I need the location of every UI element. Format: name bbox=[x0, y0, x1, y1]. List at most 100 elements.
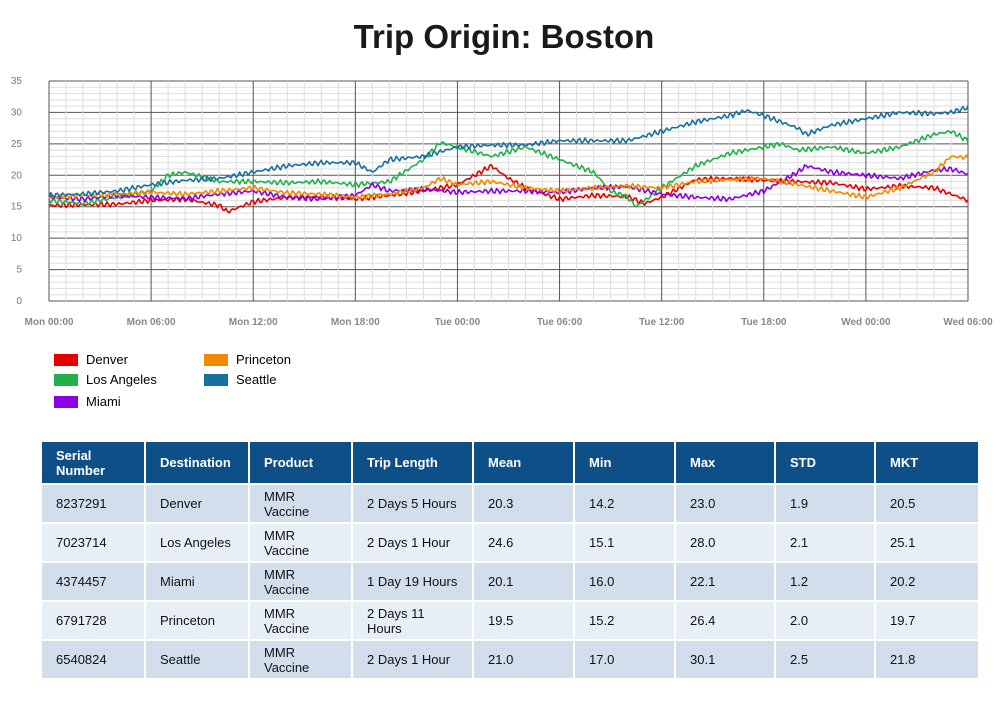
table-cell: 15.1 bbox=[575, 524, 674, 561]
table-cell: Miami bbox=[146, 563, 248, 600]
table-cell: 2.1 bbox=[776, 524, 874, 561]
legend-item-princeton: Princeton bbox=[204, 352, 291, 367]
table-cell: 6540824 bbox=[42, 641, 144, 678]
legend-label: Princeton bbox=[236, 352, 291, 367]
table-cell: 2 Days 1 Hour bbox=[353, 641, 472, 678]
column-header: Trip Length bbox=[353, 442, 472, 483]
column-header: STD bbox=[776, 442, 874, 483]
table-header-row: Serial Number Destination Product Trip L… bbox=[42, 442, 978, 483]
x-tick-label: Mon 06:00 bbox=[127, 317, 176, 328]
chart-series bbox=[48, 105, 969, 214]
chart-grid bbox=[48, 80, 969, 302]
x-tick-label: Tue 00:00 bbox=[435, 317, 481, 328]
series-line-princeton bbox=[48, 154, 969, 200]
table-cell: 15.2 bbox=[575, 602, 674, 639]
legend-item-miami: Miami bbox=[54, 394, 121, 409]
table-cell: 20.5 bbox=[876, 485, 978, 522]
y-tick-label: 20 bbox=[11, 170, 23, 181]
legend-item-seattle: Seattle bbox=[204, 372, 276, 387]
table-cell: 17.0 bbox=[575, 641, 674, 678]
x-tick-label: Tue 18:00 bbox=[741, 317, 787, 328]
page-title: Trip Origin: Boston bbox=[353, 18, 655, 55]
table-cell: 19.7 bbox=[876, 602, 978, 639]
column-header: Product bbox=[250, 442, 351, 483]
table-cell: Denver bbox=[146, 485, 248, 522]
table-row: 6791728 Princeton MMR Vaccine 2 Days 11 … bbox=[42, 602, 978, 639]
table-cell: 2 Days 11 Hours bbox=[353, 602, 472, 639]
series-line-denver bbox=[48, 164, 969, 214]
table-cell: 1.2 bbox=[776, 563, 874, 600]
x-tick-label: Tue 06:00 bbox=[537, 317, 583, 328]
x-tick-label: Wed 00:00 bbox=[841, 317, 891, 328]
table-cell: 2 Days 1 Hour bbox=[353, 524, 472, 561]
table-cell: 19.5 bbox=[474, 602, 573, 639]
x-tick-label: Mon 12:00 bbox=[229, 317, 278, 328]
legend-swatch bbox=[204, 353, 228, 366]
table-cell: 20.1 bbox=[474, 563, 573, 600]
column-header: Min bbox=[575, 442, 674, 483]
table-cell: Los Angeles bbox=[146, 524, 248, 561]
x-tick-label: Mon 18:00 bbox=[331, 317, 380, 328]
table-cell: 30.1 bbox=[676, 641, 774, 678]
table-cell: 2.5 bbox=[776, 641, 874, 678]
legend-swatch bbox=[204, 373, 228, 386]
column-header: Serial Number bbox=[42, 442, 144, 483]
legend-item-los-angeles: Los Angeles bbox=[54, 372, 157, 387]
table-cell: 1.9 bbox=[776, 485, 874, 522]
table-cell: 21.8 bbox=[876, 641, 978, 678]
y-tick-label: 25 bbox=[11, 139, 23, 150]
legend-swatch bbox=[54, 353, 78, 366]
column-header: MKT bbox=[876, 442, 978, 483]
table-cell: 20.2 bbox=[876, 563, 978, 600]
y-tick-label: 30 bbox=[11, 107, 23, 118]
y-tick-label: 35 bbox=[11, 76, 23, 87]
chart-legend: Denver Los Angeles Miami Princeton Seatt… bbox=[54, 352, 454, 412]
y-tick-label: 15 bbox=[11, 202, 23, 213]
legend-swatch bbox=[54, 395, 78, 408]
table-cell: MMR Vaccine bbox=[250, 524, 351, 561]
table-cell: 28.0 bbox=[676, 524, 774, 561]
table-cell: 8237291 bbox=[42, 485, 144, 522]
y-tick-label: 0 bbox=[16, 296, 22, 307]
table-cell: 25.1 bbox=[876, 524, 978, 561]
legend-label: Denver bbox=[86, 352, 128, 367]
y-tick-label: 5 bbox=[16, 265, 22, 276]
legend-swatch bbox=[54, 373, 78, 386]
table-row: 6540824 Seattle MMR Vaccine 2 Days 1 Hou… bbox=[42, 641, 978, 678]
column-header: Max bbox=[676, 442, 774, 483]
legend-label: Miami bbox=[86, 394, 121, 409]
x-axis-ticks: Mon 00:00 Mon 06:00 Mon 12:00 Mon 18:00 Tue … bbox=[25, 317, 994, 328]
table-cell: 24.6 bbox=[474, 524, 573, 561]
series-line-los-angeles bbox=[48, 129, 969, 208]
table-cell: 4374457 bbox=[42, 563, 144, 600]
legend-label: Los Angeles bbox=[86, 372, 157, 387]
x-tick-label: Wed 06:00 bbox=[943, 317, 993, 328]
table-cell: MMR Vaccine bbox=[250, 485, 351, 522]
column-header: Mean bbox=[474, 442, 573, 483]
column-header: Destination bbox=[146, 442, 248, 483]
temperature-line-chart: 0 5 10 15 20 25 30 35 Mon 00:00 Mon 06:00 Mon 12:… bbox=[11, 76, 994, 328]
table-cell: 21.0 bbox=[474, 641, 573, 678]
table-cell: 22.1 bbox=[676, 563, 774, 600]
table-cell: 14.2 bbox=[575, 485, 674, 522]
table-cell: 1 Day 19 Hours bbox=[353, 563, 472, 600]
x-tick-label: Mon 00:00 bbox=[25, 317, 74, 328]
table-row: 4374457 Miami MMR Vaccine 1 Day 19 Hours… bbox=[42, 563, 978, 600]
table-cell: 20.3 bbox=[474, 485, 573, 522]
y-tick-label: 10 bbox=[11, 233, 23, 244]
table-cell: MMR Vaccine bbox=[250, 641, 351, 678]
table-cell: 16.0 bbox=[575, 563, 674, 600]
legend-item-denver: Denver bbox=[54, 352, 128, 367]
table-cell: MMR Vaccine bbox=[250, 602, 351, 639]
table-cell: 2 Days 5 Hours bbox=[353, 485, 472, 522]
x-tick-label: Tue 12:00 bbox=[639, 317, 685, 328]
table-cell: 23.0 bbox=[676, 485, 774, 522]
table-cell: Princeton bbox=[146, 602, 248, 639]
table-cell: Seattle bbox=[146, 641, 248, 678]
table-cell: 26.4 bbox=[676, 602, 774, 639]
table-cell: MMR Vaccine bbox=[250, 563, 351, 600]
trip-stats-table: Serial Number Destination Product Trip L… bbox=[40, 440, 980, 680]
table-cell: 6791728 bbox=[42, 602, 144, 639]
table-cell: 7023714 bbox=[42, 524, 144, 561]
table-row: 8237291 Denver MMR Vaccine 2 Days 5 Hour… bbox=[42, 485, 978, 522]
